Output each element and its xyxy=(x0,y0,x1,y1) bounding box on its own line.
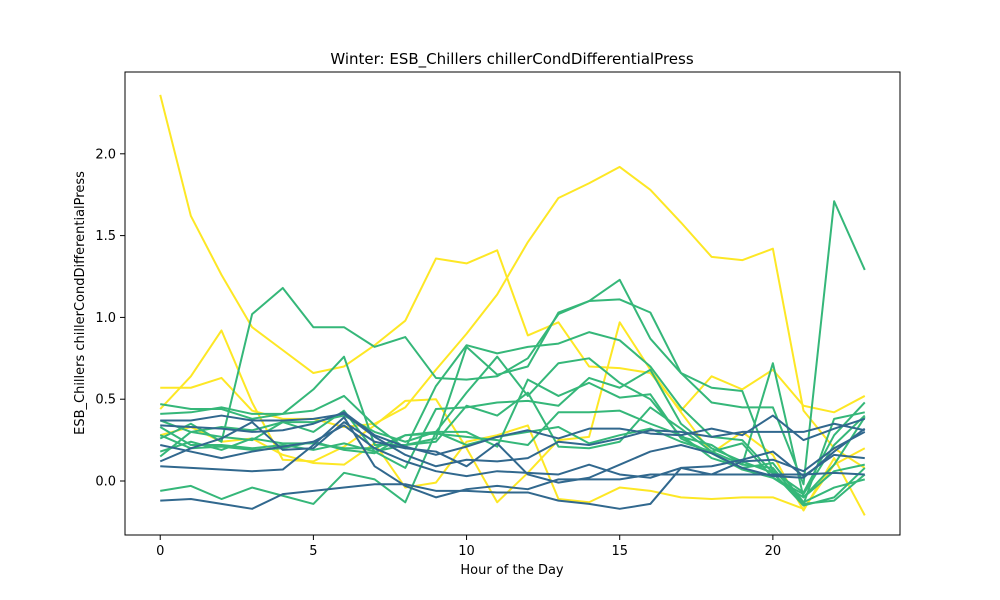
y-tick-label: 1.5 xyxy=(95,229,116,244)
series-line-3 xyxy=(159,321,866,516)
y-axis-ticks: 0.0 0.5 1.0 1.5 2.0 xyxy=(95,147,125,490)
series-line-16 xyxy=(160,424,866,479)
series-line-7 xyxy=(160,331,866,507)
series-line-18 xyxy=(159,421,866,484)
x-tick-label: 10 xyxy=(458,544,475,559)
x-tick-label: 20 xyxy=(765,544,782,559)
y-tick-label: 1.0 xyxy=(95,311,116,326)
x-tick-label: 5 xyxy=(309,544,317,559)
series-line-2 xyxy=(160,165,866,469)
x-axis-title: Hour of the Day xyxy=(460,563,564,578)
x-axis-ticks: 0 5 10 15 20 xyxy=(156,535,781,559)
series-line-4 xyxy=(159,424,866,510)
series-line-19 xyxy=(160,450,865,510)
y-tick-label: 0.0 xyxy=(95,475,116,490)
series-line-5 xyxy=(159,200,866,486)
series-line-17 xyxy=(160,416,865,499)
series-line-12 xyxy=(159,378,865,499)
series-line-9 xyxy=(159,368,865,505)
series-line-11 xyxy=(159,409,866,504)
chart-title: Winter: ESB_Chillers chillerCondDifferen… xyxy=(330,50,694,69)
y-tick-label: 2.0 xyxy=(95,147,116,162)
series-lines xyxy=(159,94,866,516)
y-tick-label: 0.5 xyxy=(95,393,116,408)
x-tick-label: 15 xyxy=(611,544,628,559)
plot-frame xyxy=(124,71,901,536)
x-tick-label: 0 xyxy=(156,544,164,559)
series-line-1 xyxy=(159,94,866,414)
y-axis-title: ESB_Chillers chillerCondDifferentialPres… xyxy=(73,171,88,435)
